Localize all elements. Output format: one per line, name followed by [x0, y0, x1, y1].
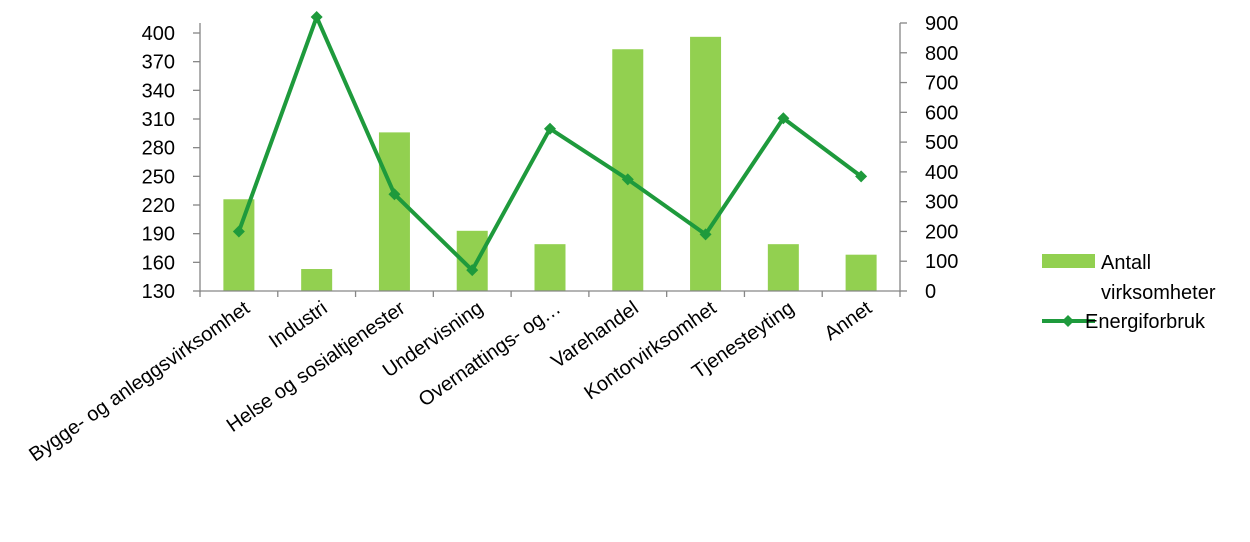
y-right-tick-label-5: 500: [925, 132, 958, 154]
line-marker-3: [466, 264, 479, 277]
line-marker-4: [544, 122, 556, 135]
y-left-tick-label-5: 280: [142, 138, 175, 160]
line-marker-5: [621, 173, 634, 186]
bar-1: [301, 269, 333, 291]
y-left-tick-label-1: 160: [142, 252, 175, 274]
bar-5: [612, 49, 644, 291]
axes-group: [193, 22, 907, 297]
line-marker-1: [310, 11, 323, 24]
bars-group: [223, 36, 877, 292]
y-right-tick-label-3: 300: [925, 192, 958, 214]
y-right-tick-label-8: 800: [925, 43, 958, 65]
category-label-0: Bygge- og anleggsvirksomhet: [25, 297, 254, 466]
legend-label-bar-line-1: virksomheter: [1101, 282, 1216, 304]
bar-8: [845, 254, 877, 291]
y-left-tick-label-0: 130: [142, 281, 175, 303]
y-right-tick-label-9: 900: [925, 13, 958, 35]
legend-label-line-0: Energiforbruk: [1085, 311, 1206, 333]
line-marker-8: [855, 170, 868, 183]
y-right-tick-label-7: 700: [925, 73, 958, 95]
line-marker-0: [232, 225, 245, 238]
y-left-tick-label-7: 340: [142, 80, 175, 102]
bar-0: [223, 199, 255, 291]
category-label-6: Kontorvirksomhet: [580, 297, 720, 405]
legend-label-bar-line-0: Antall: [1101, 252, 1151, 274]
y-right-tick-label-0: 0: [925, 281, 936, 303]
y-left-tick-label-4: 250: [142, 166, 175, 188]
y-left-tick-label-9: 400: [142, 23, 175, 45]
legend-swatch-bar: [1042, 254, 1095, 268]
bar-2: [378, 132, 410, 291]
y-left-tick-label-3: 220: [142, 195, 175, 217]
line-marker-2: [388, 188, 401, 201]
line-marker-6: [699, 228, 712, 241]
line-energiforbruk: [237, 15, 863, 273]
y-right-tick-label-2: 200: [925, 221, 958, 243]
y-right-tick-label-6: 600: [925, 102, 958, 124]
y-left-tick-label-8: 370: [142, 52, 175, 74]
labels-group: 130 160 190 220 250 280 310 340 370 400 0 100 200 300…: [25, 13, 958, 466]
line-group: [232, 11, 868, 277]
y-right-tick-label-4: 400: [925, 162, 958, 184]
y-left-tick-label-2: 190: [142, 224, 175, 246]
y-left-tick-label-6: 310: [142, 109, 175, 131]
bar-4: [534, 244, 566, 291]
bar-6: [690, 36, 722, 292]
line-marker-7: [777, 112, 790, 125]
bar-7: [767, 244, 799, 291]
y-right-tick-label-1: 100: [925, 251, 958, 273]
legend: Antall virksomheter Energiforbruk: [1042, 252, 1216, 333]
category-label-8: Annet: [821, 297, 877, 345]
category-label-1: Industri: [265, 297, 331, 353]
legend-swatch-line-marker: [1062, 315, 1074, 327]
category-label-4: Overnattings- og…: [415, 297, 565, 411]
